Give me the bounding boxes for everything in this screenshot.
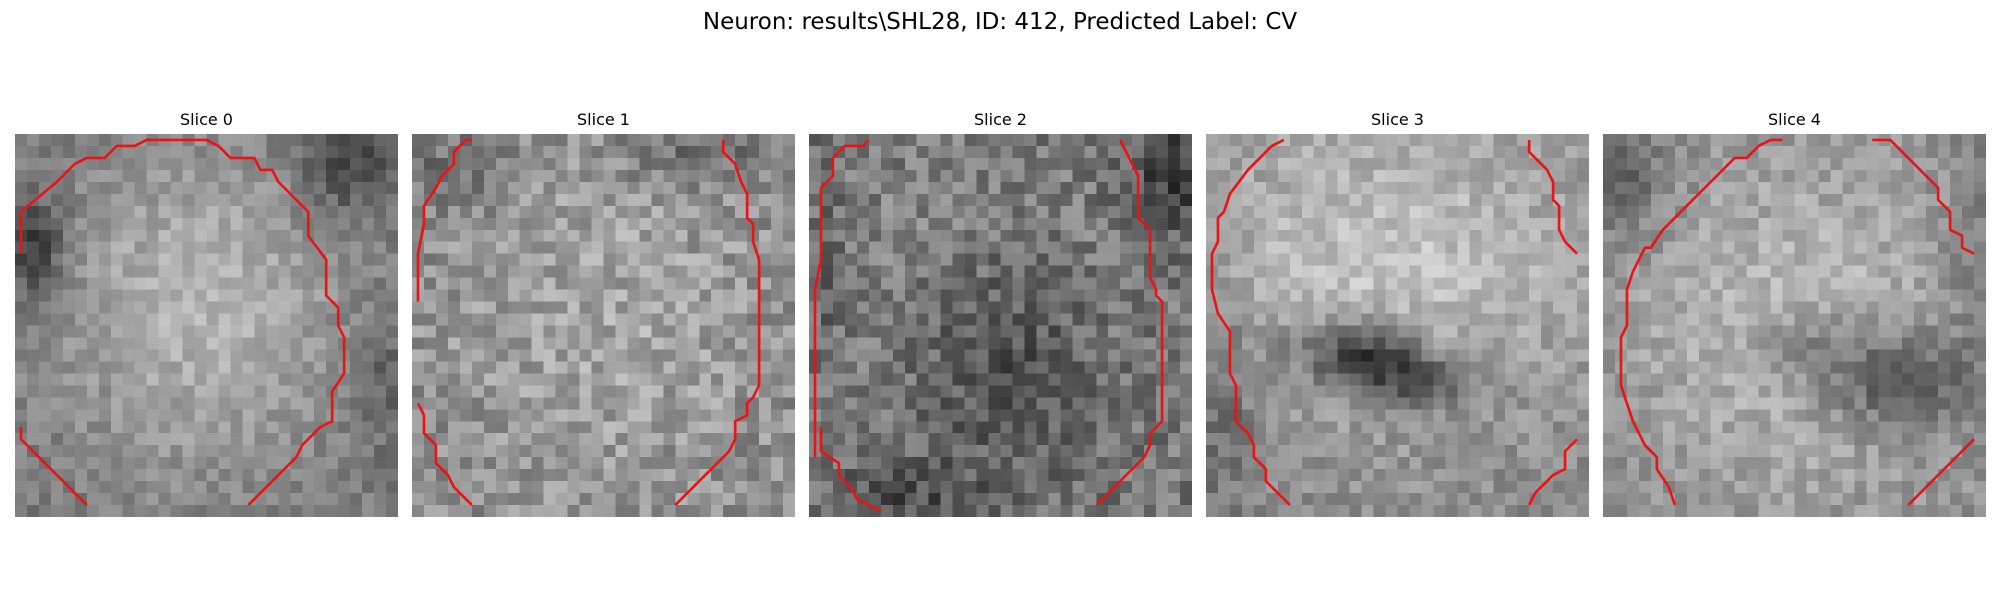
- panel-title-slice-2: Slice 2: [809, 110, 1192, 130]
- panel-title-slice-1: Slice 1: [412, 110, 795, 130]
- slice-4-image: [1603, 134, 1986, 517]
- figure-title: Neuron: results\SHL28, ID: 412, Predicte…: [0, 8, 2000, 36]
- panel-title-slice-3: Slice 3: [1206, 110, 1589, 130]
- panel-title-slice-4: Slice 4: [1603, 110, 1986, 130]
- slice-2-image: [809, 134, 1192, 517]
- slice-1-image: [412, 134, 795, 517]
- panel-title-slice-0: Slice 0: [15, 110, 398, 130]
- slice-3-image: [1206, 134, 1589, 517]
- slice-0-image: [15, 134, 398, 517]
